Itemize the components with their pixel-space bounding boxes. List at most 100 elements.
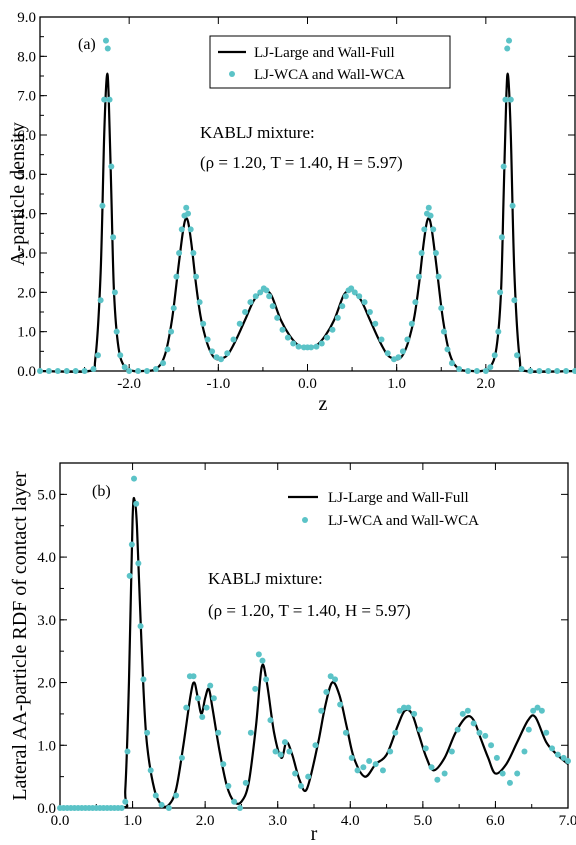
panel-a-series-point xyxy=(110,234,117,241)
panel-a-series-point xyxy=(160,360,167,367)
panel-a-series-line xyxy=(39,72,576,373)
panel-a-series-point xyxy=(351,289,358,296)
panel-b-series-point xyxy=(124,748,131,755)
panel-a-xtick-label: 1.0 xyxy=(387,376,406,392)
panel-b-legend-entry-2: LJ-WCA and Wall-WCA xyxy=(328,513,479,529)
panel-a-series-point xyxy=(329,326,336,333)
panel-a-series-point xyxy=(263,287,270,294)
panel-a-series-point xyxy=(204,336,211,343)
panel-b-series-point xyxy=(190,673,197,680)
panel-a-series-point xyxy=(97,297,104,304)
panel-b-series-point xyxy=(405,704,412,711)
panel-b-ytick-label: 0.0 xyxy=(37,801,56,817)
panel-b-xtick-label: 3.0 xyxy=(268,813,287,829)
panel-a-series-point xyxy=(187,226,194,233)
panel-a-series-point xyxy=(247,299,254,306)
panel-b-series-point xyxy=(525,726,532,733)
panel-a-series-point xyxy=(45,368,52,374)
panel-b-legend: LJ-Large and Wall-Full LJ-WCA and Wall-W… xyxy=(288,490,479,529)
panel-b-series-point xyxy=(459,710,466,717)
panel-b-series-point xyxy=(259,657,266,664)
panel-a-series-point xyxy=(491,352,498,359)
panel-a-ytick-label: 0.0 xyxy=(17,364,36,380)
panel-b-series-point xyxy=(342,729,349,736)
panel-b-series-point xyxy=(178,754,185,761)
panel-b-series-point xyxy=(530,707,537,714)
panel-b-series-point xyxy=(416,726,423,733)
panel-a-series-point xyxy=(111,289,118,296)
panel-a-series-point xyxy=(506,37,513,44)
panel-a-series-point xyxy=(200,320,207,327)
panel-b-series-point xyxy=(360,764,367,771)
panel-a-series-point xyxy=(444,346,451,353)
panel-a-series-point xyxy=(339,303,346,310)
panel-a-series-point xyxy=(482,368,489,374)
panel-a-series-point xyxy=(487,364,494,371)
panel-b-series-point xyxy=(521,748,528,755)
panel-a-series-point xyxy=(63,368,70,374)
panel-b-series-point xyxy=(396,707,403,714)
panel-a-series-point xyxy=(440,328,447,335)
panel-b-series-point xyxy=(454,726,461,733)
panel-a-ytick-label: 1.0 xyxy=(17,325,36,341)
panel-b-series-point xyxy=(158,801,165,808)
panel-a-ytick-label: 6.0 xyxy=(17,128,36,144)
panel-a-ticks: -2.0 -1.0 0.0 1.0 2.0 0.0 1.0 2.0 3.0 4.0 5.0 6.0 7.… xyxy=(17,10,576,392)
panel-a-series-point xyxy=(356,293,363,300)
panel-b-series-point xyxy=(318,707,325,714)
panel-a-series-point xyxy=(421,226,428,233)
panel-a-ytick-label: 4.0 xyxy=(17,207,36,223)
panel-a-series-point xyxy=(279,326,286,333)
panel-b-series-point xyxy=(128,541,135,548)
panel-b-series-point xyxy=(281,739,288,746)
panel-a-series-point xyxy=(99,202,106,209)
panel-a-series-point xyxy=(527,368,534,374)
panel-b-series-point xyxy=(247,729,254,736)
panel-b-series xyxy=(57,475,571,811)
panel-a-series-point xyxy=(408,320,415,327)
panel-a-series-point xyxy=(101,96,108,103)
panel-b-series-point xyxy=(137,623,144,630)
panel-a-ytick-label: 7.0 xyxy=(17,89,36,105)
panel-a-series-point xyxy=(196,299,203,306)
panel-b-series-point xyxy=(225,783,232,790)
panel-a-series-point xyxy=(465,368,471,374)
panel-a-series-point xyxy=(498,234,505,241)
panel-b-series-point xyxy=(286,748,293,755)
panel-a-series-point xyxy=(72,368,79,374)
panel-a-series-point xyxy=(430,226,437,233)
panel-b-series-point xyxy=(411,710,418,717)
panel-b-xlabel: r xyxy=(311,823,318,845)
panel-b-series-point xyxy=(543,729,550,736)
panel-b-series-point xyxy=(133,500,140,507)
panel-b-series-point xyxy=(493,754,500,761)
panel-b-series-point xyxy=(220,761,227,768)
panel-a-series-point xyxy=(102,37,109,44)
panel-a-series-point xyxy=(425,204,432,211)
panel-b-legend-point-swatch xyxy=(302,517,308,523)
panel-a-xtick-label: -1.0 xyxy=(206,376,230,392)
panel-b-ytick-label: 3.0 xyxy=(37,613,56,629)
panel-b-xtick-label: 1.0 xyxy=(123,813,142,829)
panel-a-series-point xyxy=(190,250,197,256)
panel-b-series-point xyxy=(242,779,249,786)
panel-b-series-point xyxy=(203,704,210,711)
panel-a-series-point xyxy=(144,368,150,374)
panel-b-series-line xyxy=(59,497,569,811)
panel-a-series-point xyxy=(121,364,128,371)
panel-b-series-point xyxy=(131,475,138,482)
panel-a-series-point xyxy=(135,368,142,374)
panel-a-series-point xyxy=(126,368,133,374)
panel-a-series-point xyxy=(473,368,480,374)
panel-a-series-point xyxy=(399,348,406,355)
panel-a-series-point xyxy=(94,352,101,359)
panel-a-series-point xyxy=(415,273,422,280)
panel-b-xtick-label: 2.0 xyxy=(196,813,215,829)
panel-a-series-point xyxy=(257,289,264,296)
panel-b-series-point xyxy=(277,751,284,758)
panel-a-series-point xyxy=(295,343,302,350)
panel-a-xtick-label: 0.0 xyxy=(298,376,317,392)
panel-a-series-point xyxy=(318,340,325,347)
panel-a-series-point xyxy=(170,305,177,312)
